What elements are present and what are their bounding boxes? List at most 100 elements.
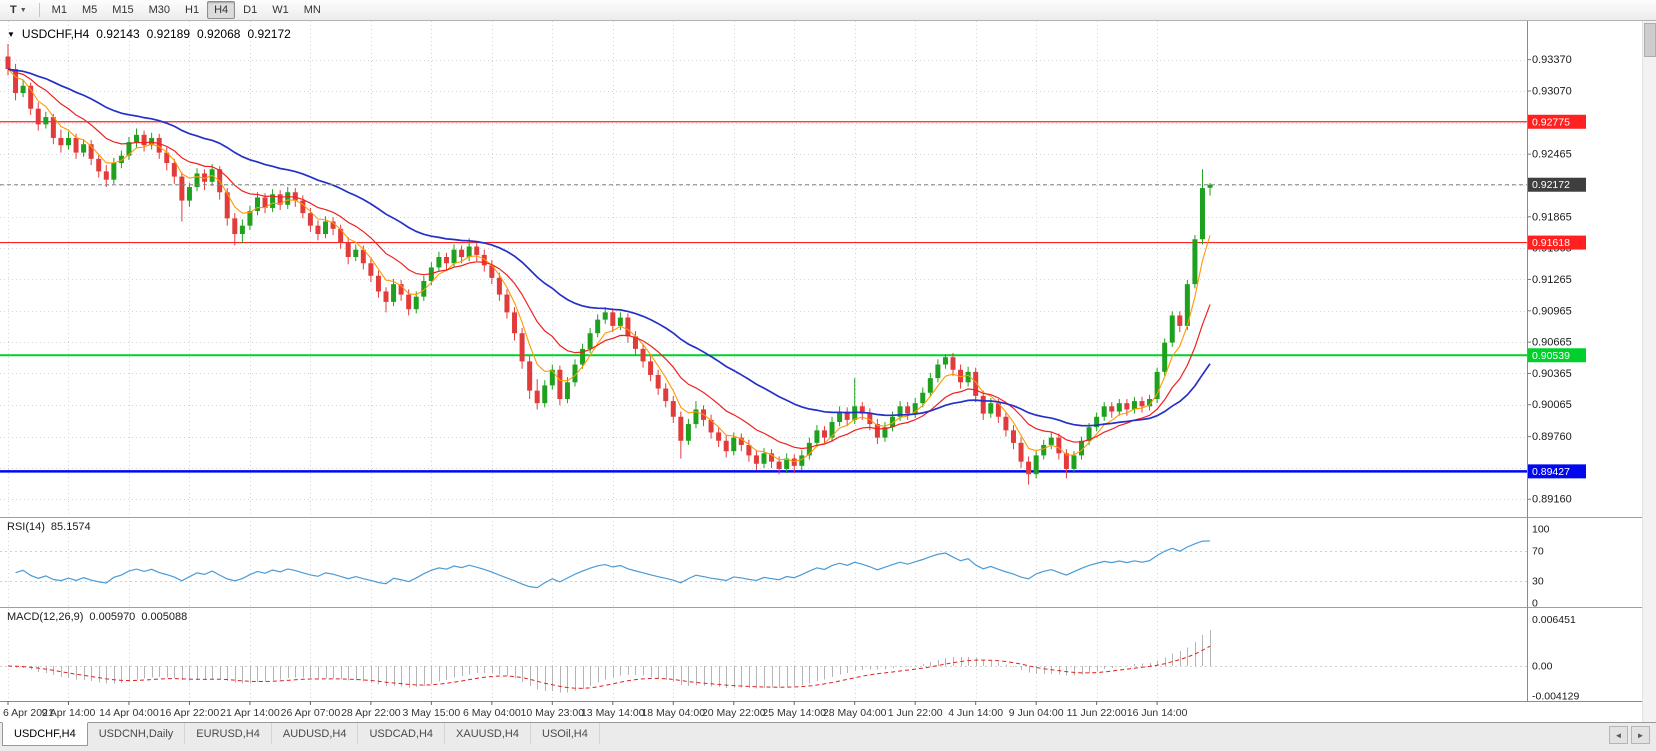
candle xyxy=(1079,436,1085,460)
candle xyxy=(950,353,956,377)
time-axis-label: 28 Apr 22:00 xyxy=(341,707,401,719)
candle xyxy=(1003,411,1009,437)
candle xyxy=(814,425,820,448)
timeframe-toolbar: T ▼ M1 M5 M15 M30 H1 H4 D1 W1 MN xyxy=(0,0,1656,21)
candle xyxy=(1184,279,1190,331)
rsi-axis-label: 0 xyxy=(1532,598,1538,610)
moving-average-13-line xyxy=(7,68,1211,450)
candle xyxy=(239,219,245,244)
candle xyxy=(368,258,374,283)
timeframe-button-m30[interactable]: M30 xyxy=(142,1,177,19)
candle xyxy=(670,395,676,424)
price-axis-label: 0.89160 xyxy=(1532,494,1572,506)
candle xyxy=(534,379,540,410)
candle xyxy=(527,356,533,400)
tab-eurusd-h4[interactable]: EURUSD,H4 xyxy=(185,723,272,744)
candle xyxy=(1139,396,1145,413)
candle xyxy=(1026,456,1032,485)
candle xyxy=(1192,235,1198,289)
candle xyxy=(746,439,752,462)
vertical-scrollbar-thumb[interactable] xyxy=(1644,23,1656,57)
candle xyxy=(164,147,170,171)
time-axis-label: 13 May 14:00 xyxy=(581,707,645,719)
candle xyxy=(35,102,41,131)
macd-signal-line xyxy=(7,645,1211,689)
candle xyxy=(103,165,109,188)
price-axis-label: 0.90965 xyxy=(1532,305,1572,317)
candle xyxy=(232,213,238,246)
timeframe-button-m1[interactable]: M1 xyxy=(45,1,74,19)
candle xyxy=(315,220,321,241)
time-axis-label: 10 May 23:00 xyxy=(520,707,584,719)
candle xyxy=(549,364,555,390)
candle xyxy=(821,426,827,444)
candle xyxy=(1131,396,1137,414)
time-axis-label: 16 Jun 14:00 xyxy=(1127,707,1188,719)
candle xyxy=(844,407,850,427)
candle xyxy=(632,331,638,356)
candle xyxy=(806,437,812,460)
candle xyxy=(118,150,124,169)
tab-usdcad-h4[interactable]: USDCAD,H4 xyxy=(358,723,446,744)
candle xyxy=(383,287,389,313)
candle xyxy=(980,390,986,420)
time-axis-label: 1 Jun 22:00 xyxy=(888,707,943,719)
chart-area[interactable]: 0.933700.930700.924650.918650.915650.912… xyxy=(0,21,1656,722)
candle xyxy=(5,43,11,76)
macd-axis-label: 0.006451 xyxy=(1532,614,1576,626)
tab-usdchf-h4[interactable]: USDCHF,H4 xyxy=(2,722,88,746)
tab-xauusd-h4[interactable]: XAUUSD,H4 xyxy=(445,723,531,744)
candle xyxy=(247,205,253,230)
candle xyxy=(791,454,797,474)
price-axis-label: 0.90665 xyxy=(1532,337,1572,349)
macd-histogram xyxy=(16,629,1211,693)
candle xyxy=(1056,433,1062,460)
toolbar-button-templates[interactable]: T ▼ xyxy=(3,2,34,18)
timeframe-button-m15[interactable]: M15 xyxy=(105,1,140,19)
candle xyxy=(595,314,601,338)
chart-tab-bar: USDCHF,H4 USDCNH,Daily EURUSD,H4 AUDUSD,H4 U… xyxy=(0,722,1656,751)
candle xyxy=(1041,439,1047,460)
candle xyxy=(935,359,941,383)
candle xyxy=(920,387,926,408)
timeframe-button-mn[interactable]: MN xyxy=(297,1,328,19)
candle xyxy=(942,354,948,369)
timeframe-button-d1[interactable]: D1 xyxy=(236,1,264,19)
candle xyxy=(126,136,132,160)
price-axis-label: 0.91865 xyxy=(1532,211,1572,223)
tab-scroll-right-button[interactable]: ► xyxy=(1631,726,1650,744)
tab-usoil-h4[interactable]: USOil,H4 xyxy=(531,723,600,744)
candle xyxy=(194,168,200,192)
tab-audusd-h4[interactable]: AUDUSD,H4 xyxy=(272,723,359,744)
candle xyxy=(905,402,911,420)
candle xyxy=(973,367,979,403)
candle xyxy=(693,401,699,429)
timeframe-button-h1[interactable]: H1 xyxy=(178,1,206,19)
candle xyxy=(738,433,744,452)
rsi-axis-label: 30 xyxy=(1532,575,1544,587)
tab-usdcnh-daily[interactable]: USDCNH,Daily xyxy=(88,723,186,744)
timeframe-button-m5[interactable]: M5 xyxy=(75,1,104,19)
time-axis-label: 25 May 14:00 xyxy=(762,707,826,719)
candlestick-series xyxy=(5,43,1213,485)
candle xyxy=(58,129,64,153)
candle xyxy=(1010,425,1016,450)
time-axis-label: 6 May 04:00 xyxy=(463,707,521,719)
timeframe-button-w1[interactable]: W1 xyxy=(265,1,296,19)
time-axis-label: 14 Apr 04:00 xyxy=(99,707,159,719)
price-level-badge: 0.89427 xyxy=(1528,464,1586,479)
tab-scroll-left-button[interactable]: ◄ xyxy=(1609,726,1628,744)
timeframe-button-h4[interactable]: H4 xyxy=(207,1,236,19)
candle xyxy=(1101,402,1107,421)
svg-text:0.91618: 0.91618 xyxy=(1532,237,1570,249)
candle xyxy=(330,217,336,236)
price-axis-label: 0.92465 xyxy=(1532,149,1572,161)
candle xyxy=(345,237,351,265)
time-axis-label: 6 Apr 2021 xyxy=(3,707,54,719)
candle xyxy=(685,418,691,445)
candle xyxy=(610,308,616,333)
candle xyxy=(572,359,578,387)
vertical-scrollbar[interactable] xyxy=(1642,21,1656,722)
rsi-axis-label: 70 xyxy=(1532,546,1544,558)
candle xyxy=(1018,437,1024,468)
